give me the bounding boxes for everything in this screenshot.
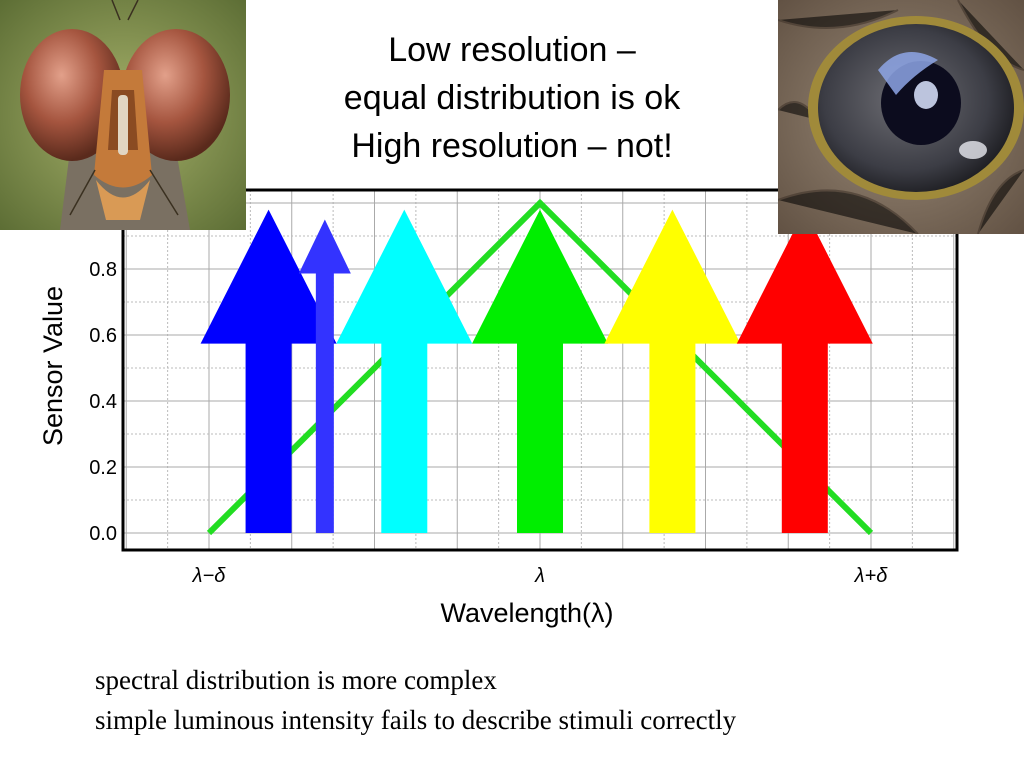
fly-eye-photo [0, 0, 246, 230]
y-axis-label: Sensor Value [38, 286, 68, 446]
spectral-arrow [604, 209, 741, 533]
spectral-arrow [200, 209, 337, 533]
bird-eye-photo [778, 0, 1024, 234]
y-tick-label: 0.8 [89, 259, 117, 281]
spectral-arrow [298, 219, 351, 533]
title-line: equal distribution is ok [343, 79, 681, 117]
y-tick-label: 0.2 [89, 457, 117, 479]
spectral-arrow [336, 209, 473, 533]
y-tick-label: 0.6 [89, 325, 117, 347]
x-tick-label: λ+δ [854, 565, 889, 587]
plot-frame [121, 188, 959, 552]
title-line: Low resolution – [388, 31, 636, 69]
title-line: High resolution – not! [351, 127, 673, 165]
x-tick-labels: λ−δ λ λ+δ [192, 565, 889, 587]
x-tick-label: λ−δ [192, 565, 227, 587]
y-tick-labels: 0.0 0.2 0.4 0.6 0.8 [89, 259, 117, 545]
x-axis-label: Wavelength(λ) [440, 598, 613, 628]
slide-title: Low resolution – equal distribution is o… [262, 26, 762, 170]
y-tick-label: 0.4 [89, 391, 117, 413]
body-line: simple luminous intensity fails to descr… [95, 705, 737, 735]
body-line: spectral distribution is more complex [95, 665, 497, 695]
x-tick-label: λ [534, 565, 545, 587]
y-tick-label: 0.0 [89, 523, 117, 545]
spectral-arrow [736, 209, 873, 533]
spectral-arrow [472, 209, 608, 533]
arrow-layer [200, 209, 873, 533]
